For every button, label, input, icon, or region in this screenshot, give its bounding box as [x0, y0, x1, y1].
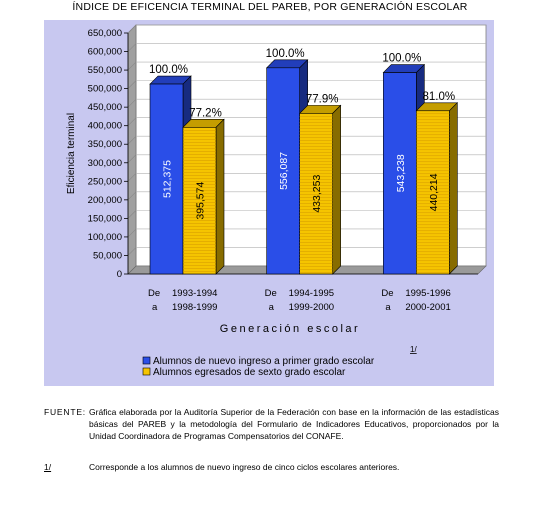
category-de: De [265, 288, 277, 299]
category-to: 2000-2001 [405, 302, 450, 313]
legend-swatch [142, 367, 151, 376]
y-tick-label: 200,000 [88, 195, 122, 206]
footnote-mark: 1/ [410, 345, 417, 354]
bar-pct-label: 100.0% [266, 48, 305, 60]
gridline-side [127, 24, 137, 34]
bar [266, 67, 300, 275]
bar-value-label: 440,214 [428, 173, 440, 211]
category-a: a [385, 302, 391, 313]
y-tick-label: 450,000 [88, 102, 122, 113]
category-a: a [269, 302, 275, 313]
gridline-side [127, 117, 137, 126]
y-tick-label: 350,000 [88, 139, 122, 150]
y-tick-label: 550,000 [88, 65, 122, 76]
bar-pct-label: 100.0% [149, 64, 188, 76]
bar-side [215, 118, 225, 275]
x-axis-label: Generación escolar [220, 323, 360, 335]
category-de: De [148, 288, 160, 299]
category-from: 1994-1995 [289, 288, 334, 299]
bar-pct-label: 81.0% [423, 91, 456, 103]
bar-value-label: 556,087 [278, 152, 290, 190]
category-de: De [381, 288, 393, 299]
bar-chart: 0 50,000 100,000 150,000 200,000 250,000 300,0… [66, 24, 487, 378]
source-label: FUENTE: [44, 407, 86, 417]
bar-pct-label: 77.2% [189, 107, 222, 119]
bar-value-label: 395,574 [195, 182, 207, 220]
y-tick-label: 250,000 [88, 176, 122, 187]
y-tick-label: 0 [117, 269, 122, 280]
source-text: Gráfica elaborada por la Auditoría Super… [89, 407, 499, 441]
chart-title: ÍNDICE DE EFICENCIA TERMINAL DEL PAREB, … [72, 1, 468, 13]
gridline-side [127, 191, 137, 201]
category-from: 1995-1996 [405, 288, 450, 299]
plot-side-wall [127, 24, 137, 275]
y-tick-label: 500,000 [88, 84, 122, 95]
category-a: a [152, 302, 158, 313]
legend-label: Alumnos egresados de sexto grado escolar [153, 367, 346, 378]
bar-pct-label: 77.9% [306, 93, 339, 105]
gridline-side [127, 210, 137, 219]
y-tick-label: 50,000 [93, 250, 122, 261]
bar-value-label: 543,238 [395, 154, 407, 192]
y-axis-label: Eficiencia terminal [66, 113, 77, 194]
category-to: 1999-2000 [289, 302, 334, 313]
bar-value-label: 433,253 [311, 175, 323, 213]
footnote-label: 1/ [44, 462, 52, 472]
category-from: 1993-1994 [172, 288, 217, 299]
y-tick-label: 300,000 [88, 158, 122, 169]
legend-label: Alumnos de nuevo ingreso a primer grado … [153, 356, 375, 367]
gridline-side [127, 228, 137, 238]
legend-swatch [142, 356, 151, 365]
gridline-side [127, 136, 137, 145]
gridline-side [127, 173, 137, 182]
bar [182, 127, 217, 275]
gridline-side [127, 61, 137, 71]
gridline-side [127, 80, 137, 89]
y-tick-label: 600,000 [88, 47, 122, 58]
bar-value-label: 512,375 [162, 160, 174, 198]
y-tick-label: 100,000 [88, 232, 122, 243]
y-tick-label: 150,000 [88, 213, 122, 224]
gridline-side [127, 154, 137, 163]
bar [383, 72, 417, 275]
gridline-side [127, 98, 137, 108]
bar-pct-label: 100.0% [382, 53, 421, 65]
category-to: 1998-1999 [172, 302, 217, 313]
bar [149, 83, 184, 275]
bar-side [332, 104, 341, 275]
gridline-side [127, 247, 137, 256]
y-tick-label: 400,000 [88, 121, 122, 132]
y-tick-label: 650,000 [88, 28, 122, 39]
footnote-text: Corresponde a los alumnos de nuevo ingre… [89, 462, 400, 472]
bar-side [449, 102, 458, 275]
gridline-side [127, 43, 137, 52]
